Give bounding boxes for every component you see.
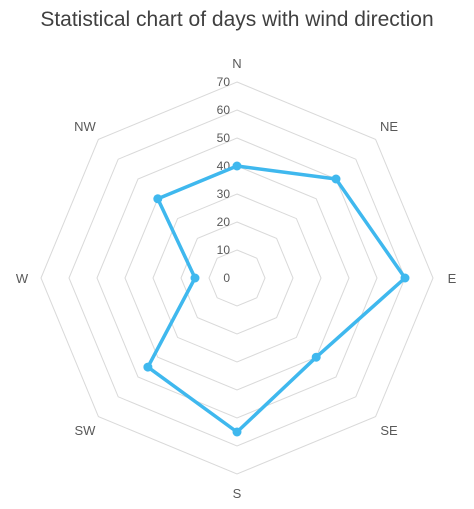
data-point-w	[190, 273, 200, 283]
tick-label: 20	[217, 215, 231, 229]
tick-label: 50	[217, 131, 231, 145]
direction-label-se: SE	[380, 423, 398, 438]
grid-ring	[40, 81, 434, 475]
direction-label-s: S	[233, 486, 242, 501]
grid-ring	[152, 193, 322, 363]
data-point-n	[232, 161, 242, 171]
grid-ring	[96, 137, 378, 419]
tick-label: 30	[217, 187, 231, 201]
radar-grid	[40, 81, 434, 475]
grid-ring	[180, 221, 294, 335]
data-point-nw	[153, 194, 163, 204]
tick-label: 0	[223, 271, 230, 285]
direction-label-n: N	[232, 56, 241, 71]
series-layer	[143, 161, 410, 437]
data-point-se	[311, 352, 321, 362]
direction-label-w: W	[16, 271, 29, 286]
data-point-sw	[143, 362, 153, 372]
grid-ring	[124, 165, 350, 391]
data-point-e	[400, 273, 410, 283]
direction-label-ne: NE	[380, 119, 398, 134]
direction-labels: N NE E SE S SW W NW	[16, 56, 457, 501]
tick-label: 10	[217, 243, 231, 257]
series-line	[146, 164, 407, 434]
direction-label-nw: NW	[74, 119, 96, 134]
grid-ring	[68, 109, 406, 447]
direction-label-sw: SW	[75, 423, 97, 438]
tick-label: 70	[217, 75, 231, 89]
data-point-s	[232, 427, 242, 437]
chart-title: Statistical chart of days with wind dire…	[40, 8, 434, 31]
direction-label-e: E	[448, 271, 457, 286]
tick-label: 60	[217, 103, 231, 117]
grid-ring	[208, 249, 266, 307]
data-point-ne	[331, 174, 341, 184]
